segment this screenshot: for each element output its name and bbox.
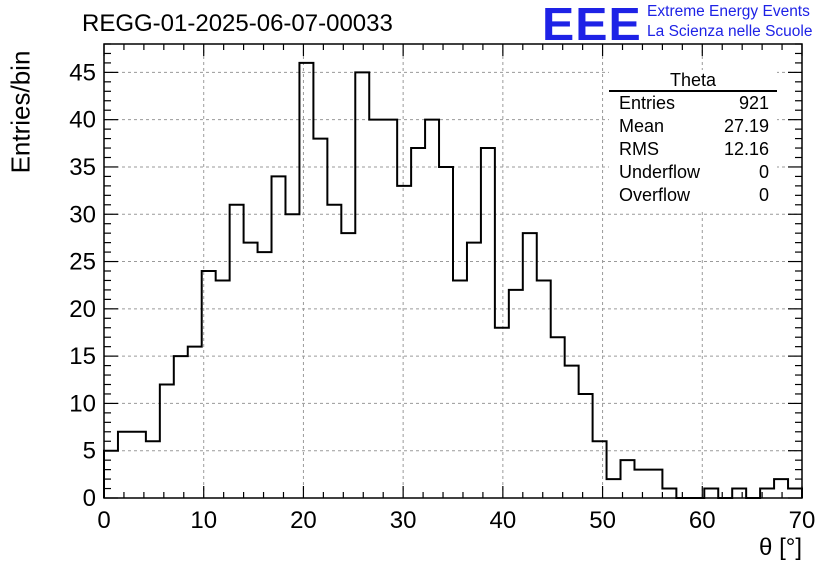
histogram-bin — [704, 489, 718, 498]
stats-title: Theta — [609, 70, 777, 92]
stats-box-bg — [609, 70, 777, 210]
stats-row-value: 0 — [758, 162, 769, 182]
y-tick-label: 5 — [83, 438, 96, 465]
histogram-bin — [439, 167, 453, 498]
histogram-bin — [383, 120, 397, 498]
stats-row-label: Entries — [619, 93, 676, 113]
stats-box: Theta Entries 921 Mean 27.19 RMS 12.16 Underfl… — [609, 70, 777, 207]
histogram-bin — [774, 479, 788, 498]
x-tick-label: 70 — [789, 507, 816, 534]
x-tick-label: 20 — [290, 507, 317, 534]
stats-row: Overflow 0 — [609, 184, 777, 207]
histogram-bin — [118, 432, 132, 498]
x-tick-label: 10 — [190, 507, 217, 534]
stats-row-value: 921 — [738, 93, 769, 113]
x-tick-label: 60 — [689, 507, 716, 534]
x-tick-label: 40 — [490, 507, 517, 534]
histogram-bin — [258, 252, 272, 498]
y-tick-label: 10 — [69, 390, 96, 417]
stats-row: Underflow 0 — [609, 161, 777, 184]
histogram-bin — [509, 290, 523, 498]
histogram-bin — [788, 489, 802, 498]
stats-row: RMS 12.16 — [609, 138, 777, 161]
histogram-bin — [453, 280, 467, 498]
histogram-bin — [355, 72, 369, 498]
y-tick-label: 40 — [69, 107, 96, 134]
histogram-bin — [579, 394, 593, 498]
histogram-bin — [662, 489, 676, 498]
y-tick-label: 0 — [83, 485, 96, 512]
stats-row-label: RMS — [619, 139, 659, 159]
histogram-bin — [607, 479, 621, 498]
logo-line-1: Extreme Energy Events — [647, 3, 810, 20]
stats-row: Mean 27.19 — [609, 115, 777, 138]
histogram-bin — [146, 441, 160, 498]
histogram-bin — [523, 233, 537, 498]
y-tick-label: 25 — [69, 249, 96, 276]
histogram-bin — [202, 271, 216, 498]
histogram-bin — [132, 432, 146, 498]
histogram-bin — [732, 489, 746, 498]
stats-row-value: 27.19 — [723, 116, 769, 136]
stats-row-label: Overflow — [619, 185, 691, 205]
x-axis-label: θ [°] — [759, 534, 802, 561]
eee-logo: EEE Extreme Energy Events La Scienza nel… — [542, 0, 813, 50]
stats-row-label: Underflow — [619, 162, 701, 182]
histogram-bin — [565, 366, 579, 498]
logo-mark: EEE — [542, 0, 642, 50]
x-tick-label: 0 — [97, 507, 110, 534]
x-tick-label: 30 — [390, 507, 417, 534]
histogram-bin — [648, 470, 662, 498]
histogram-bin — [188, 347, 202, 498]
histogram-bin — [104, 451, 118, 498]
y-tick-label: 30 — [69, 201, 96, 228]
stats-row-value: 12.16 — [723, 139, 769, 159]
y-tick-label: 35 — [69, 154, 96, 181]
histogram-bin — [327, 205, 341, 498]
histogram-bin — [160, 385, 174, 499]
histogram-bin — [174, 356, 188, 498]
histogram-bin — [272, 176, 286, 498]
histogram-bin — [411, 148, 425, 498]
histogram-bin — [230, 205, 244, 498]
histogram-bin — [495, 328, 509, 498]
logo-text: Extreme Energy Events La Scienza nelle S… — [647, 2, 812, 42]
stats-row: Entries 921 — [609, 92, 777, 115]
stats-row-label: Mean — [619, 116, 665, 136]
histogram-bin — [593, 441, 607, 498]
x-tick-label: 50 — [589, 507, 616, 534]
y-tick-label: 45 — [69, 59, 96, 86]
histogram-bin — [481, 148, 495, 498]
histogram-bin — [537, 280, 551, 498]
stats-rows: Entries 921 Mean 27.19 RMS 12.16 Underflow 0 Ove… — [609, 92, 777, 207]
histogram-bin — [551, 337, 565, 498]
chart-title: REGG-01-2025-06-07-00033 — [82, 10, 393, 37]
y-tick-label: 20 — [69, 296, 96, 323]
histogram-bin — [467, 243, 481, 498]
histogram-bin — [299, 63, 313, 498]
histogram-bin — [244, 243, 258, 498]
stats-row-value: 0 — [758, 185, 769, 205]
histogram-bin — [216, 280, 230, 498]
histogram-bin — [341, 233, 355, 498]
histogram-bin — [313, 139, 327, 498]
logo-line-2: La Scienza nelle Scuole — [647, 23, 813, 40]
y-tick-label: 15 — [69, 343, 96, 370]
histogram-bin — [634, 470, 648, 498]
